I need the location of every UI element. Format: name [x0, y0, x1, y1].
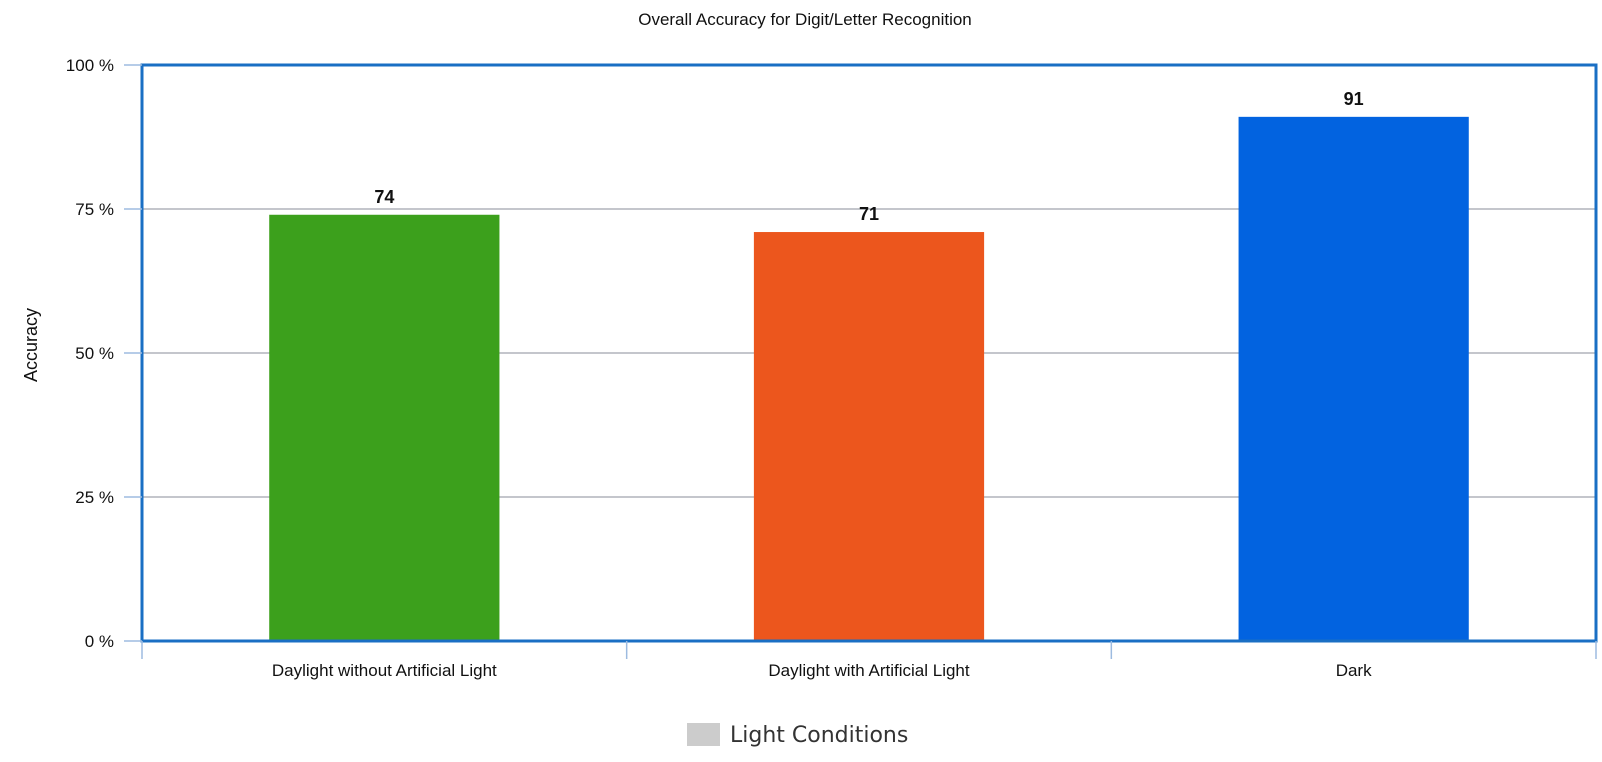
legend-label[interactable]: Light Conditions: [730, 723, 908, 748]
legend-swatch[interactable]: [687, 723, 720, 746]
y-axis-label: Accuracy: [21, 308, 41, 382]
y-tick-label: 0 %: [85, 632, 114, 651]
y-tick-label: 75 %: [75, 200, 114, 219]
x-tick-label: Daylight with Artificial Light: [768, 661, 970, 680]
y-tick-label: 25 %: [75, 488, 114, 507]
legend[interactable]: Light Conditions: [687, 723, 908, 748]
bar: [753, 232, 985, 642]
x-tick-label: Dark: [1336, 661, 1372, 680]
x-tick-label: Daylight without Artificial Light: [272, 661, 497, 680]
y-tick-label: 100 %: [66, 56, 114, 75]
data-label: 74: [374, 187, 394, 207]
y-tick-label: 50 %: [75, 344, 114, 363]
data-label: 91: [1344, 89, 1364, 109]
bar: [1238, 116, 1469, 642]
bars: 74 71 91: [269, 89, 1469, 642]
data-label: 71: [859, 204, 879, 224]
chart-title: Overall Accuracy for Digit/Letter Recogn…: [638, 10, 972, 29]
axes: 0 % 25 % 50 % 75 % 100 % Daylight without Art…: [66, 56, 1597, 680]
bar: [269, 214, 500, 641]
